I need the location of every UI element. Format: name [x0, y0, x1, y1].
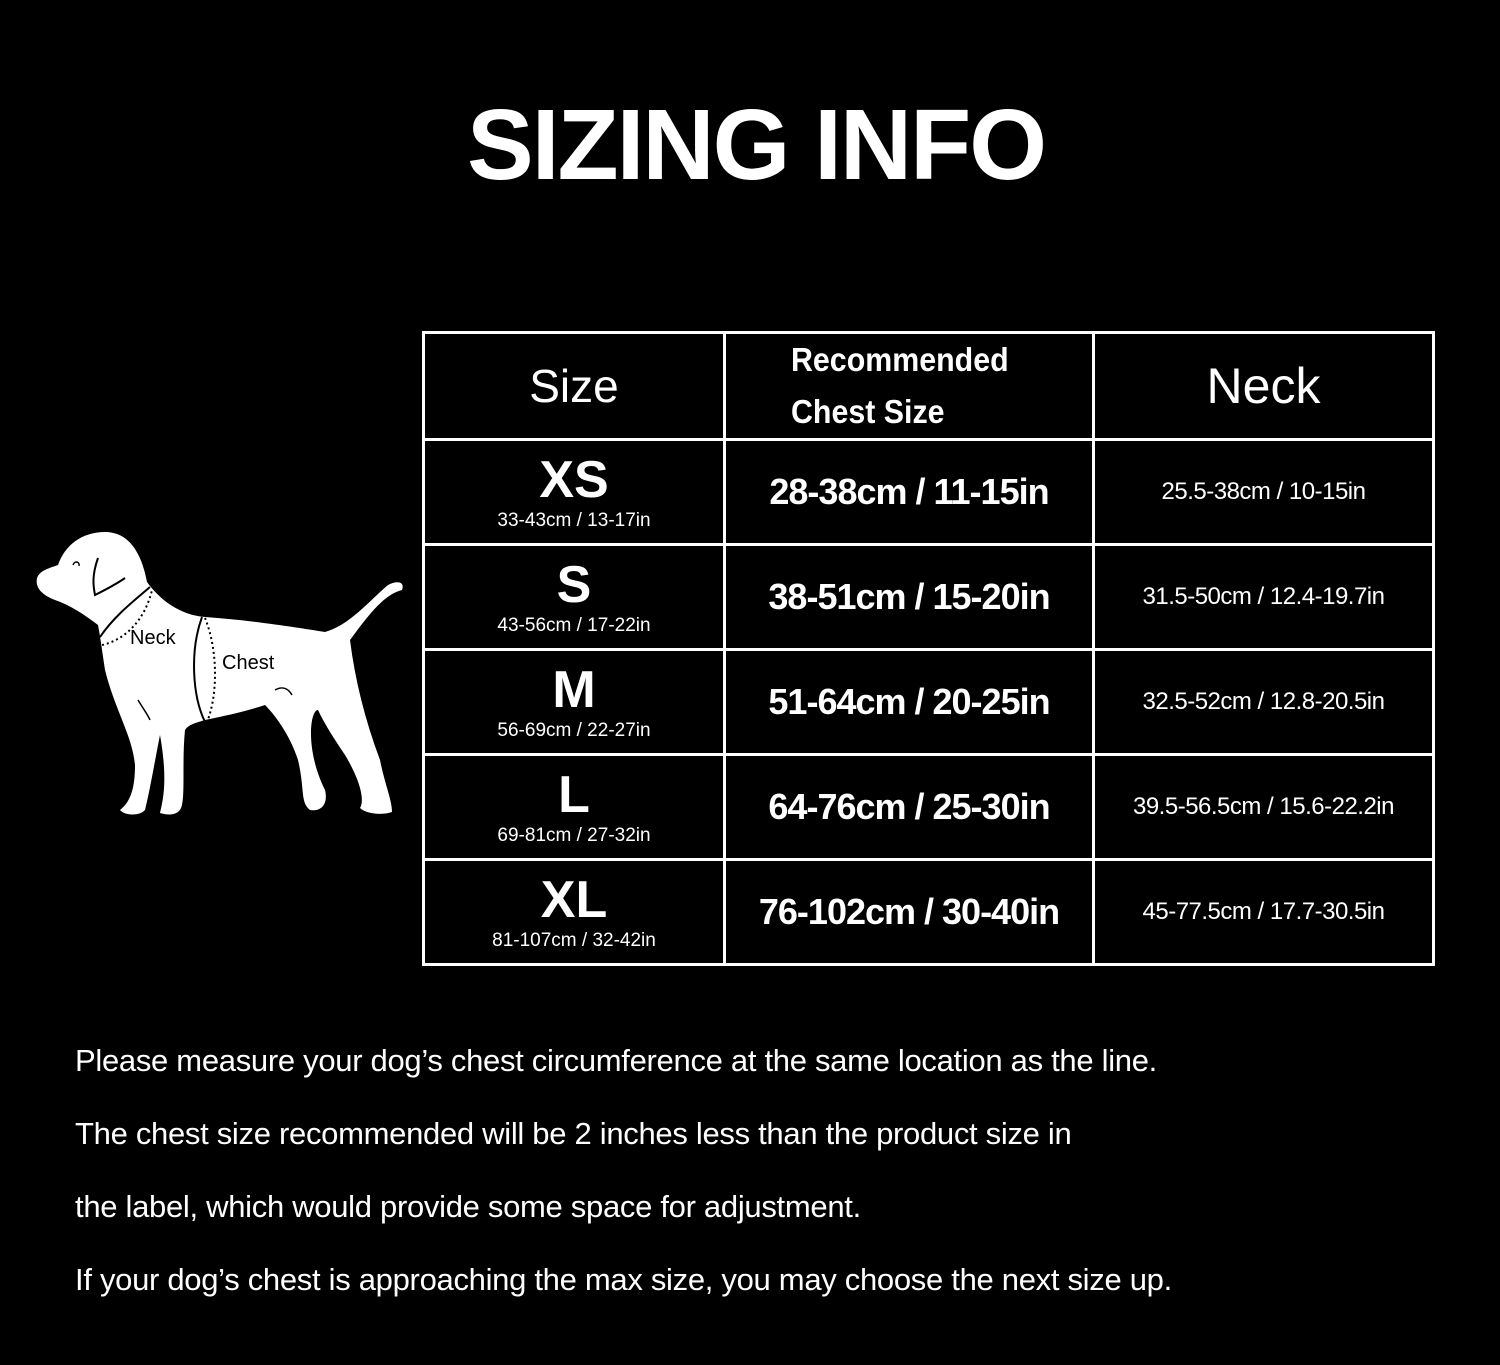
chest-range: 51-64cm / 20-25in	[768, 681, 1050, 722]
eye-icon	[72, 561, 80, 567]
chest-dotted-line	[204, 617, 216, 723]
product-size: 69-81cm / 27-32in	[497, 825, 651, 846]
header-neck: Neck	[1206, 358, 1321, 414]
header-chest-line1: Recommended	[790, 341, 1009, 378]
leg-line	[137, 687, 293, 721]
dog-measurement-diagram: Neck Chest	[36, 532, 403, 815]
neck-label: Neck	[130, 627, 177, 649]
neck-range: 25.5-38cm / 10-15in	[1161, 478, 1366, 505]
neck-line	[99, 586, 151, 638]
note-line: the label, which would provide some spac…	[75, 1189, 861, 1224]
chest-range: 64-76cm / 25-30in	[768, 786, 1050, 827]
ear-line	[92, 557, 126, 597]
size-label: S	[556, 556, 592, 614]
size-label: XL	[540, 871, 608, 929]
chest-range: 28-38cm / 11-15in	[769, 471, 1049, 512]
neck-range: 32.5-52cm / 12.8-20.5in	[1142, 688, 1386, 715]
neck-range: 39.5-56.5cm / 15.6-22.2in	[1132, 793, 1395, 820]
note-line: If your dog’s chest is approaching the m…	[75, 1262, 1172, 1297]
size-label: XS	[539, 451, 609, 509]
measurement-notes: Please measure your dog’s chest circumfe…	[75, 1040, 1172, 1332]
chest-range: 76-102cm / 30-40in	[758, 891, 1060, 932]
product-size: 81-107cm / 32-42in	[492, 930, 656, 951]
table-row: M 56-69cm / 22-27in 51-64cm / 20-25in 32.…	[422, 648, 1435, 756]
size-label: M	[552, 661, 596, 719]
product-size: 33-43cm / 13-17in	[497, 510, 651, 531]
product-size: 56-69cm / 22-27in	[497, 720, 651, 741]
size-label: L	[558, 766, 590, 824]
neck-dotted-line	[101, 589, 153, 646]
note-line: Please measure your dog’s chest circumfe…	[75, 1043, 1157, 1078]
table-header-row: Size Recommended Chest Size Neck	[422, 331, 1435, 441]
chest-range: 38-51cm / 15-20in	[768, 576, 1050, 617]
note-line: The chest size recommended will be 2 inc…	[75, 1116, 1072, 1151]
header-chest: Recommended Chest Size	[791, 334, 1009, 438]
neck-range: 31.5-50cm / 12.4-19.7in	[1142, 583, 1386, 610]
product-size: 43-56cm / 17-22in	[497, 615, 651, 636]
header-chest-line2: Chest Size	[790, 393, 945, 430]
chest-line	[193, 616, 206, 723]
table-row: XS 33-43cm / 13-17in 28-38cm / 11-15in 25…	[422, 438, 1435, 546]
table-row: S 43-56cm / 17-22in 38-51cm / 15-20in 31.…	[422, 543, 1435, 651]
dog-silhouette	[36, 532, 403, 815]
table-row: XL 81-107cm / 32-42in 76-102cm / 30-40in …	[422, 858, 1435, 966]
size-chart-table: Size Recommended Chest Size Neck XS 33-43c…	[422, 331, 1435, 966]
neck-range: 45-77.5cm / 17.7-30.5in	[1142, 898, 1386, 925]
header-size: Size	[529, 360, 619, 412]
chest-label: Chest	[222, 652, 275, 674]
page-title: SIZING INFO	[467, 89, 1047, 201]
table-row: L 69-81cm / 27-32in 64-76cm / 25-30in 39.…	[422, 753, 1435, 861]
